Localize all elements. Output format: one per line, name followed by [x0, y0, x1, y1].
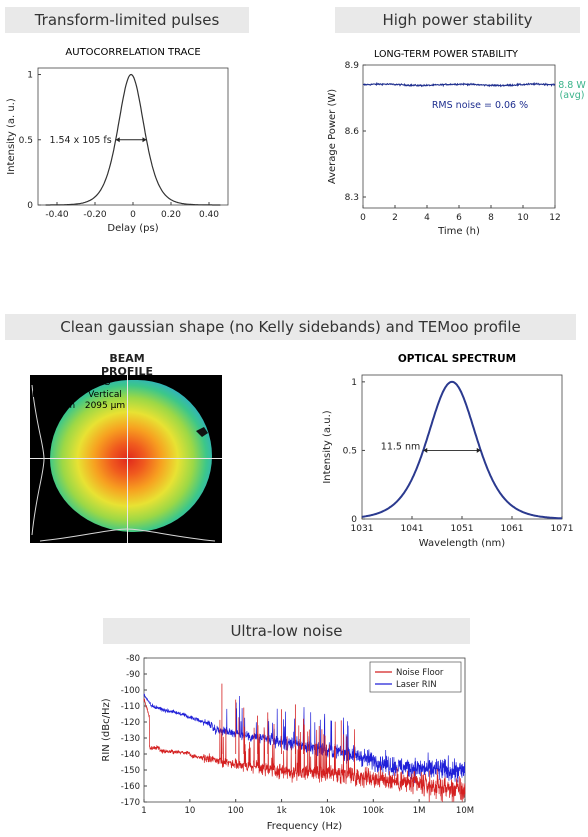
optical-spectrum-ytick-label: 1 [351, 378, 357, 388]
optical-spectrum-xlabel: Wavelength (nm) [419, 538, 505, 549]
optical-spectrum-curve [361, 380, 563, 520]
power-stability-xlabel: Time (h) [437, 226, 480, 237]
autocorrelation-xtick-label: -0.40 [45, 210, 69, 220]
rin-ytick-label: -130 [121, 734, 140, 744]
rin-legend-label: Laser RIN [396, 680, 437, 690]
power-stability-ytick-label: 8.6 [345, 127, 360, 137]
rin-xtick-label: 10k [320, 806, 336, 816]
rin-xtick-label: 10 [184, 806, 195, 816]
rin-xtick-label: 100 [228, 806, 244, 816]
beam-radius-label: BEAM RADIUS [47, 378, 111, 388]
power-stability-frame [362, 64, 556, 209]
optical-spectrum-xtick-label: 1051 [451, 524, 474, 534]
rin-ytick-label: -120 [121, 718, 140, 728]
rin-ylabel: RIN (dBc/Hz) [101, 698, 112, 761]
rin-ytick-label: -170 [121, 798, 140, 808]
power-stability-side-label: 8.8 W [558, 80, 586, 91]
power-stability-chart: LONG-TERM POWER STABILITY 0 2 4 6 8 10 12 8.3 8.… [327, 49, 586, 237]
beam-vertical-label: Vertical [88, 390, 122, 400]
beam-spot [50, 380, 212, 532]
power-stability-xtick-label: 2 [392, 213, 398, 223]
autocorrelation-ytick-label: 1 [27, 71, 33, 81]
beam-profile-title: BEAM PROFILE [100, 352, 153, 378]
power-stability-title: LONG-TERM POWER STABILITY [374, 49, 518, 60]
rin-ytick-label: -80 [126, 654, 140, 664]
power-stability-xtick-label: 6 [456, 213, 462, 223]
optical-spectrum-chart: OPTICAL SPECTRUM 1031 1041 1051 1061 1071 0 0.… [322, 353, 574, 549]
power-stability-trace [362, 81, 556, 88]
power-stability-ylabel: Average Power (W) [327, 89, 338, 184]
autocorrelation-ytick-label: 0 [27, 201, 33, 211]
rin-xtick-label: 1 [141, 806, 146, 816]
power-stability-xtick-label: 0 [360, 213, 366, 223]
autocorrelation-xtick-label: 0.40 [199, 210, 219, 220]
optical-spectrum-ylabel: Intensity (a.u.) [322, 410, 333, 483]
banner-stability: High power stability [335, 7, 580, 33]
rin-ytick-label: -150 [121, 766, 140, 776]
optical-spectrum-xtick-label: 1061 [501, 524, 524, 534]
autocorrelation-xtick-label: 0 [130, 210, 136, 220]
beam-crosshair-horizontal [30, 458, 222, 459]
power-stability-xtick-label: 4 [424, 213, 430, 223]
power-stability-side-label-2: (avg) [560, 90, 585, 101]
rin-series-noise-floor [143, 698, 466, 803]
rin-xtick-label: 1M [413, 806, 426, 816]
beam-profile-image [30, 375, 222, 543]
optical-spectrum-ytick-label: 0 [351, 515, 357, 525]
optical-spectrum-xtick-label: 1071 [551, 524, 574, 534]
banner-gaussian: Clean gaussian shape (no Kelly sidebands… [5, 314, 576, 340]
autocorrelation-ylabel: Intensity (a. u.) [6, 98, 17, 175]
autocorrelation-ytick-label: 0.5 [19, 136, 33, 146]
optical-spectrum-xtick-label: 1041 [401, 524, 424, 534]
rin-chart: 1 10 100 1k 10k 100k 1M 10M -80 -90 -100 -110 -120 -1… [101, 654, 474, 832]
optical-spectrum-xtick-label: 1031 [351, 524, 374, 534]
beam-vertical-value: 2095 µm [84, 401, 126, 411]
rin-legend [369, 661, 462, 693]
autocorrelation-title: AUTOCORRELATION TRACE [65, 47, 200, 58]
optical-spectrum-ytick-label: 0.5 [343, 446, 357, 456]
rin-xtick-label: 10M [456, 806, 474, 816]
banner-pulses: Transform-limited pulses [5, 7, 249, 33]
rin-ytick-label: -140 [121, 750, 140, 760]
power-stability-xtick-label: 10 [517, 213, 529, 223]
rin-legend-label: Noise Floor [396, 668, 444, 678]
rin-xtick-label: 100k [363, 806, 384, 816]
optical-spectrum-title: OPTICAL SPECTRUM [398, 353, 516, 365]
rin-xlabel: Frequency (Hz) [267, 821, 343, 832]
beam-crosshair-vertical [127, 375, 128, 543]
power-stability-xtick-label: 12 [549, 213, 560, 223]
autocorrelation-curve [45, 73, 221, 206]
beam-horizontal-value: 2105 µm [34, 401, 76, 411]
rin-ytick-label: -110 [121, 702, 140, 712]
autocorrelation-xlabel: Delay (ps) [107, 223, 158, 234]
power-stability-ytick-label: 8.9 [345, 61, 360, 71]
autocorrelation-xtick-label: -0.20 [83, 210, 107, 220]
rin-ytick-label: -100 [121, 686, 140, 696]
autocorrelation-chart: AUTOCORRELATION TRACE -0.40 -0.20 0 0.20 0.4… [6, 47, 229, 234]
power-stability-annotation: RMS noise = 0.06 % [432, 100, 528, 111]
banner-noise: Ultra-low noise [103, 618, 470, 644]
autocorrelation-annotation: 1.54 x 105 fs [49, 135, 111, 146]
optical-spectrum-annotation: 11.5 nm [381, 441, 420, 452]
rin-xtick-label: 1k [276, 806, 286, 816]
rin-ytick-label: -90 [126, 670, 140, 680]
beam-profile-curves [31, 384, 216, 542]
beam-horizontal-label: Horizontal [32, 390, 78, 400]
rin-ytick-label: -160 [121, 782, 140, 792]
power-stability-xtick-label: 8 [488, 213, 494, 223]
power-stability-ytick-label: 8.3 [345, 193, 359, 203]
autocorrelation-xtick-label: 0.20 [161, 210, 181, 220]
